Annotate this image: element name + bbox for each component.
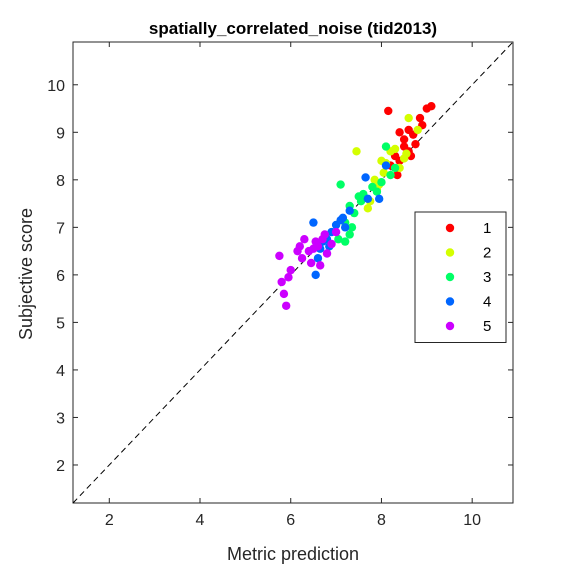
data-point [415, 113, 425, 123]
legend-marker [445, 321, 455, 331]
data-point [311, 237, 320, 246]
data-point [300, 235, 309, 244]
data-point [361, 173, 370, 182]
data-point [316, 261, 325, 270]
y-tick-label: 7 [56, 220, 65, 237]
data-point [275, 251, 284, 261]
data-point [281, 301, 291, 310]
legend-label: 2 [483, 245, 491, 262]
y-tick-label: 8 [56, 173, 65, 190]
data-point [399, 135, 409, 144]
y-tick-label: 10 [47, 78, 65, 95]
legend-item-4: 4 [445, 294, 491, 311]
data-point [286, 265, 295, 275]
data-point [368, 182, 377, 192]
data-point [311, 270, 320, 280]
x-tick-label: 4 [196, 512, 205, 529]
data-point [347, 223, 357, 232]
legend-item-5: 5 [445, 318, 491, 335]
data-point [411, 139, 420, 149]
data-point [340, 223, 350, 232]
data-point [381, 142, 391, 151]
data-point [404, 113, 413, 123]
data-point [320, 230, 329, 239]
legend-marker [445, 223, 455, 233]
x-tick-label: 8 [377, 512, 386, 529]
identity-line [72, 41, 514, 504]
data-point [390, 163, 400, 173]
x-axis-label: Metric prediction [227, 544, 359, 564]
data-point [384, 106, 393, 116]
x-tick-label: 2 [105, 512, 114, 529]
data-point [331, 227, 341, 237]
data-point [340, 237, 350, 246]
y-tick-label: 2 [56, 458, 65, 475]
data-point [352, 147, 361, 156]
data-point [427, 101, 436, 111]
data-point [284, 273, 293, 282]
legend: 1 2 3 4 5 [414, 211, 507, 343]
legend-label: 1 [483, 220, 491, 237]
data-point [277, 277, 286, 287]
chart-title: spatially_correlated_noise (tid2013) [149, 19, 437, 38]
legend-item-3: 3 [445, 269, 491, 286]
y-tick-label: 4 [56, 363, 65, 380]
data-point [377, 178, 386, 187]
data-point [309, 218, 318, 227]
y-tick-label: 3 [56, 410, 65, 427]
series-5 [275, 227, 341, 310]
legend-label: 5 [483, 318, 491, 335]
legend-label: 4 [483, 294, 491, 311]
y-tick-label: 5 [56, 315, 65, 332]
data-point [374, 194, 384, 204]
legend-marker [445, 272, 455, 282]
data-point [413, 125, 422, 135]
data-point [386, 170, 395, 180]
data-point [381, 161, 391, 170]
legend-box [414, 211, 507, 343]
legend-marker [445, 248, 455, 257]
data-point [379, 168, 388, 177]
data-point [356, 197, 366, 206]
data-point [295, 242, 305, 251]
legend-marker [445, 297, 455, 306]
data-point [306, 258, 316, 268]
data-point [279, 289, 289, 299]
y-tick-label: 9 [56, 125, 65, 142]
legend-item-2: 2 [445, 245, 491, 262]
data-point [395, 128, 404, 137]
x-tick-label: 6 [286, 512, 295, 529]
data-point [327, 239, 336, 249]
data-point [297, 254, 307, 263]
data-point [313, 254, 323, 263]
data-point [334, 235, 343, 244]
data-point [336, 216, 345, 225]
y-axis-ticks: 2 3 4 5 6 7 8 9 10 [47, 78, 513, 475]
y-tick-label: 6 [56, 268, 65, 285]
legend-label: 3 [483, 269, 491, 286]
data-point [363, 204, 373, 213]
x-tick-label: 10 [463, 512, 481, 529]
x-axis-ticks: 2 4 6 8 10 [105, 42, 481, 529]
data-point [345, 206, 354, 215]
data-point [336, 180, 345, 189]
data-point [322, 249, 332, 258]
data-point [363, 194, 373, 204]
data-point [393, 170, 402, 180]
y-axis-label: Subjective score [16, 208, 36, 340]
data-point [345, 230, 354, 239]
data-point [402, 149, 411, 158]
legend-item-1: 1 [445, 220, 491, 237]
data-point [399, 142, 409, 151]
